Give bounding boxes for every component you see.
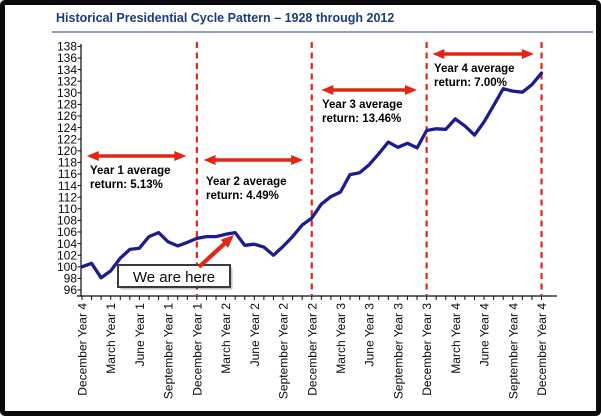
- we-are-here-label: We are here: [133, 269, 215, 286]
- x-axis-tick-label: September Year 3: [391, 303, 405, 399]
- chart-title: Historical Presidential Cycle Pattern – …: [56, 11, 395, 25]
- we-are-here-arrow-head: [220, 235, 234, 248]
- y-axis-tick-label: 98: [64, 272, 78, 286]
- year-span-arrow-left-head: [321, 85, 334, 95]
- y-axis-tick-label: 138: [57, 40, 77, 54]
- x-axis-tick-label: June Year 1: [133, 303, 147, 367]
- x-axis-tick-label: December Year 1: [190, 303, 204, 396]
- title-underline: [52, 31, 593, 33]
- cycle-pattern-line: [80, 71, 544, 280]
- y-axis-tick-label: 96: [64, 283, 78, 297]
- x-axis-tick-label: September Year 2: [277, 303, 291, 399]
- annotation-year3-return: Year 3 average return: 13.46%: [322, 99, 403, 126]
- y-axis-tick-label: 128: [57, 98, 77, 112]
- y-axis-tick-label: 130: [57, 86, 77, 100]
- y-axis-tick-label: 106: [57, 225, 77, 239]
- year-span-arrow-right-head: [521, 49, 534, 59]
- year-span-arrow-left-head: [432, 49, 445, 59]
- x-axis-tick-label: December Year 3: [420, 303, 434, 396]
- x-axis-tick-label: March Year 2: [219, 303, 233, 374]
- annotation-year2-line1: Year 2 average: [206, 176, 287, 188]
- year-span-arrow-right-head: [405, 85, 418, 95]
- y-axis-tick-label: 132: [57, 74, 77, 88]
- y-axis-tick-label: 112: [58, 190, 77, 204]
- y-axis-tick-label: 124: [57, 121, 77, 135]
- annotation-year3-line1: Year 3 average: [322, 99, 403, 111]
- x-axis-tick-label: June Year 3: [363, 303, 377, 367]
- year-span-arrow-right-head: [174, 151, 187, 161]
- annotation-year4-line2: return: 7.00%: [434, 76, 507, 89]
- x-axis-tick-label: December Year 4: [535, 303, 549, 396]
- annotation-year1-line2: return: 5.13%: [90, 178, 163, 191]
- y-axis-tick-label: 122: [57, 132, 77, 146]
- y-axis-tick-label: 136: [57, 51, 77, 65]
- y-axis-tick-label: 102: [57, 248, 77, 262]
- x-axis-tick-label: June Year 4: [478, 303, 492, 367]
- y-axis-tick-label: 116: [58, 167, 77, 181]
- year-span-arrow-left-head: [203, 155, 216, 165]
- annotation-year2-line2: return: 4.49%: [206, 189, 279, 202]
- y-axis-tick-label: 114: [58, 179, 77, 193]
- y-axis-tick-label: 126: [57, 109, 77, 123]
- y-axis-tick-label: 118: [58, 156, 77, 170]
- y-axis-tick-label: 134: [57, 63, 77, 77]
- x-axis-tick-label: September Year 4: [506, 303, 520, 399]
- y-axis-tick-label: 104: [57, 237, 77, 251]
- x-axis-tick-label: March Year 1: [104, 303, 118, 374]
- annotation-year1-return: Year 1 average return: 5.13%: [90, 165, 171, 192]
- x-axis-tick-label: December Year 4: [76, 303, 90, 396]
- y-axis-tick-label: 120: [57, 144, 77, 158]
- year-span-arrow-right-head: [291, 155, 304, 165]
- we-are-here-box: [117, 264, 231, 288]
- x-axis-tick-label: June Year 2: [248, 303, 262, 367]
- annotation-year2-return: Year 2 average return: 4.49%: [206, 176, 287, 203]
- x-axis-tick-label: September Year 1: [162, 303, 176, 399]
- we-are-here-arrow-shaft: [197, 239, 229, 269]
- y-axis-tick-label: 108: [57, 214, 77, 228]
- x-axis-tick-label: March Year 4: [449, 303, 463, 374]
- y-axis-tick-label: 100: [57, 260, 77, 274]
- annotation-year4-line1: Year 4 average: [434, 63, 515, 75]
- year-span-arrow-left-head: [86, 151, 99, 161]
- x-axis-tick-label: December Year 2: [305, 303, 319, 396]
- x-axis-tick-label: March Year 3: [334, 303, 348, 374]
- annotation-year1-line1: Year 1 average: [90, 165, 171, 177]
- annotation-year3-line2: return: 13.46%: [322, 112, 402, 125]
- annotation-year4-return: Year 4 average return: 7.00%: [434, 63, 515, 90]
- y-axis-tick-label: 110: [58, 202, 77, 216]
